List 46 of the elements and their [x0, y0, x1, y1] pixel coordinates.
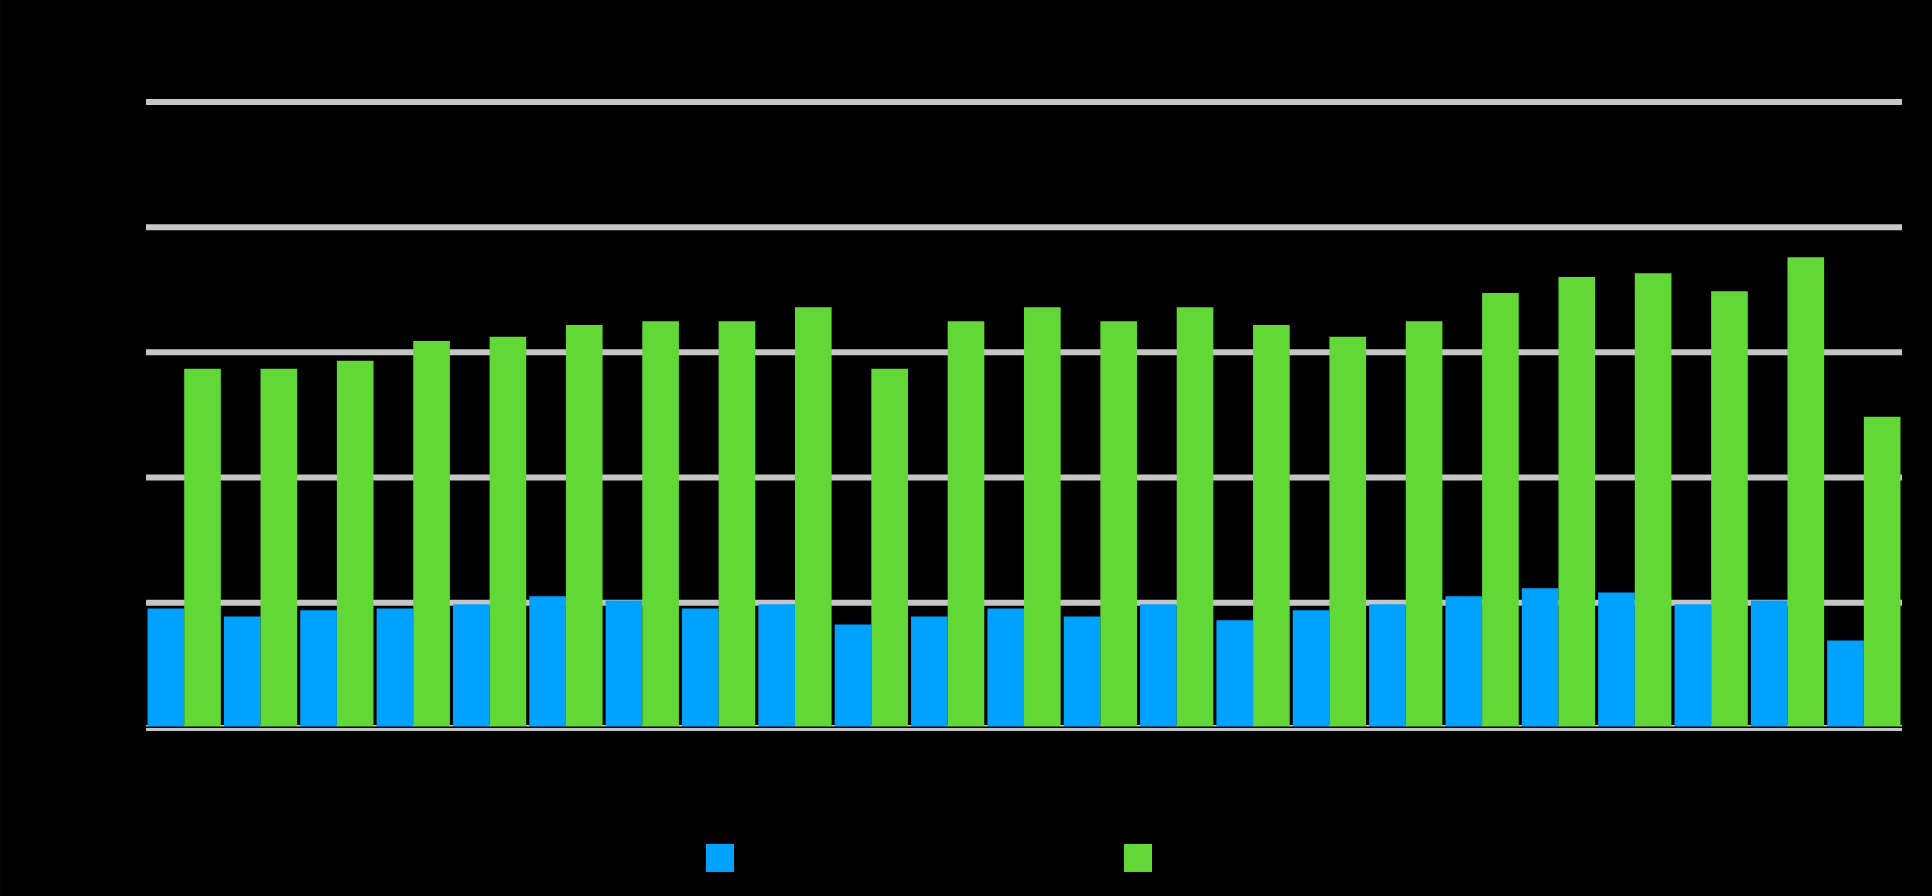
bar	[413, 341, 450, 728]
bar	[718, 321, 756, 728]
bar	[834, 624, 872, 728]
bar	[871, 368, 908, 728]
bar	[260, 368, 298, 728]
bar	[452, 604, 490, 728]
bar	[1292, 610, 1330, 728]
bar	[681, 608, 719, 728]
bar	[1176, 307, 1214, 728]
bar	[1674, 604, 1712, 728]
bar	[987, 608, 1025, 728]
bar	[223, 616, 261, 728]
bar	[605, 600, 643, 728]
bar	[529, 596, 566, 728]
bar	[1140, 604, 1177, 728]
bar	[1024, 307, 1061, 728]
bar	[565, 325, 603, 728]
bar	[1100, 321, 1138, 728]
bar	[642, 321, 679, 728]
bar	[1521, 588, 1559, 728]
bar	[1253, 325, 1290, 728]
bar	[376, 608, 414, 728]
bar	[336, 360, 374, 728]
bar	[1827, 640, 1864, 728]
bar	[1711, 291, 1748, 728]
bar	[1634, 273, 1672, 728]
bar	[1216, 620, 1254, 728]
bar	[1445, 596, 1483, 728]
bar	[1558, 277, 1596, 728]
bar	[1787, 257, 1825, 728]
bar	[1863, 416, 1901, 728]
bar	[758, 604, 795, 728]
bar	[947, 321, 985, 728]
bar	[1369, 604, 1406, 728]
bar	[1482, 293, 1519, 728]
bar	[147, 608, 185, 728]
bar	[1598, 592, 1635, 728]
bar	[300, 610, 337, 728]
bar	[794, 307, 832, 728]
bar	[1063, 616, 1101, 728]
bar	[911, 616, 948, 728]
bar	[184, 368, 221, 728]
bar	[1405, 321, 1443, 728]
bar	[489, 336, 527, 728]
bar	[1750, 600, 1788, 728]
bar	[1329, 336, 1367, 728]
